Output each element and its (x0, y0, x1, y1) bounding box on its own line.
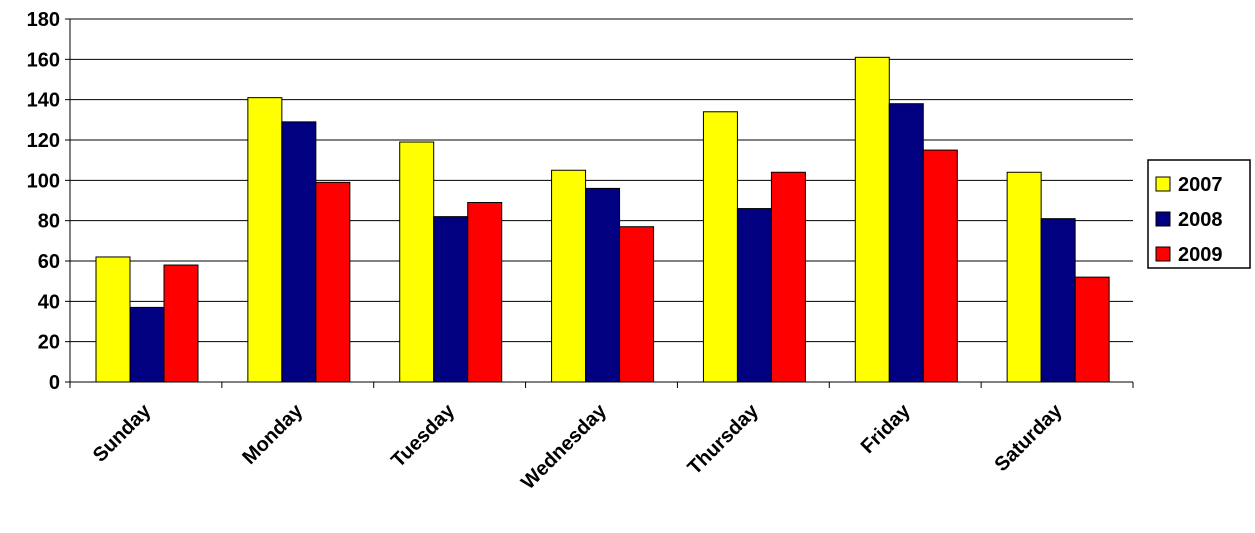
x-tick-label: Tuesday (387, 399, 460, 472)
y-axis: 0 20 40 60 80 100 120 140 160 180 (27, 9, 71, 394)
bar-sunday-2008 (129, 306, 165, 383)
bar-thursday-2008 (736, 208, 772, 383)
gridlines (70, 18, 1133, 343)
bar-saturday-2009 (1074, 276, 1110, 383)
bar-friday-2007 (854, 56, 890, 383)
y-tick-label: 40 (38, 291, 60, 313)
legend: 2007 2008 2009 (1147, 159, 1251, 269)
legend-label-2009: 2009 (1178, 244, 1223, 266)
x-tick-label: Monday (238, 399, 308, 469)
bar-sunday-2007 (95, 256, 131, 383)
legend-swatch-2008 (1155, 211, 1171, 227)
legend-swatch-2007 (1155, 176, 1171, 192)
bar-saturday-2008 (1040, 218, 1076, 383)
bar-friday-2008 (888, 103, 924, 383)
x-tick-label: Friday (857, 399, 916, 458)
y-tick-label: 80 (38, 211, 60, 233)
x-tick-label: Saturday (991, 399, 1068, 476)
bar-monday-2007 (247, 97, 283, 383)
bar-friday-2009 (922, 149, 958, 383)
y-tick-label: 60 (38, 251, 60, 273)
y-tick-label: 140 (27, 90, 60, 112)
y-tick-label: 100 (27, 170, 60, 192)
bar-thursday-2007 (702, 111, 738, 383)
legend-label-2007: 2007 (1178, 174, 1223, 196)
bar-monday-2008 (281, 121, 317, 383)
x-axis: Sunday Monday Tuesday Wednesday Thursday Frid… (69, 381, 1134, 494)
bar-tuesday-2008 (433, 216, 469, 383)
y-tick-label: 0 (49, 372, 60, 394)
bar-wednesday-2007 (551, 169, 587, 383)
bar-tuesday-2007 (399, 141, 435, 383)
legend-swatch-2009 (1155, 246, 1171, 262)
bar-tuesday-2009 (467, 202, 503, 383)
y-tick-label: 20 (38, 332, 60, 354)
y-tick-label: 160 (27, 49, 60, 71)
legend-label-2008: 2008 (1178, 209, 1223, 231)
y-tick-label: 120 (27, 130, 60, 152)
bar-thursday-2009 (770, 171, 806, 383)
bars (95, 56, 1110, 383)
bar-monday-2009 (315, 181, 351, 383)
x-tick-label: Sunday (89, 399, 156, 466)
bar-wednesday-2008 (585, 187, 621, 383)
y-tick-label: 180 (27, 9, 60, 31)
bar-saturday-2007 (1006, 171, 1042, 383)
bar-sunday-2009 (163, 264, 199, 383)
x-tick-label: Thursday (684, 399, 764, 479)
x-tick-label: Wednesday (517, 399, 612, 494)
bar-wednesday-2009 (619, 226, 655, 383)
